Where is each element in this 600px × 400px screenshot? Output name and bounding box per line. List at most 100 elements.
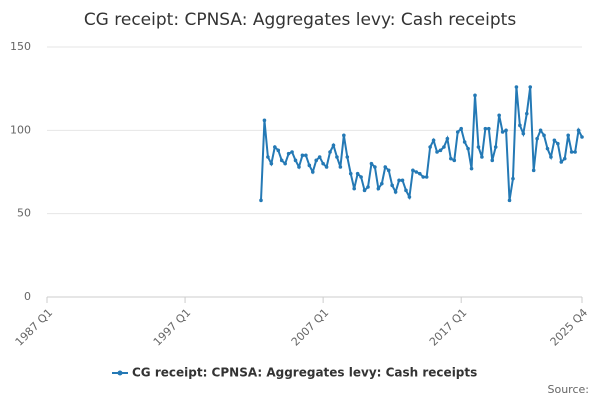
point xyxy=(397,178,401,183)
point xyxy=(452,158,457,163)
point xyxy=(386,168,391,173)
point xyxy=(438,148,443,153)
point xyxy=(369,161,374,166)
point xyxy=(380,181,384,186)
point xyxy=(300,153,305,158)
point xyxy=(393,190,398,194)
point xyxy=(480,155,484,159)
point xyxy=(542,133,546,138)
point xyxy=(476,145,481,149)
x-tick-label: 2007 Q1 xyxy=(289,306,332,349)
point xyxy=(324,165,329,169)
point xyxy=(376,186,381,191)
point xyxy=(273,145,277,149)
point xyxy=(449,156,453,161)
point xyxy=(355,171,360,176)
point xyxy=(528,85,533,89)
point xyxy=(407,195,412,199)
point xyxy=(414,170,419,174)
point xyxy=(304,153,308,158)
point xyxy=(359,175,363,179)
point xyxy=(293,158,298,163)
point xyxy=(490,158,495,163)
point xyxy=(335,155,339,159)
point xyxy=(383,165,388,169)
point xyxy=(552,138,557,143)
source: Source: xyxy=(548,383,590,396)
point xyxy=(400,178,405,183)
point xyxy=(566,133,570,138)
point xyxy=(473,93,477,98)
y-tick-label: 100 xyxy=(10,123,31,136)
point xyxy=(556,141,560,146)
point xyxy=(521,131,526,136)
point xyxy=(424,175,429,179)
x-tick-label: 1997 Q1 xyxy=(151,306,194,349)
point xyxy=(524,111,529,116)
point xyxy=(276,148,281,153)
point xyxy=(559,160,564,164)
point xyxy=(580,135,584,139)
point xyxy=(348,171,353,176)
point xyxy=(404,188,408,193)
point xyxy=(417,171,422,176)
point xyxy=(269,161,274,166)
point xyxy=(487,126,491,131)
point xyxy=(466,146,470,151)
point xyxy=(286,151,291,156)
point xyxy=(290,150,294,154)
point xyxy=(493,145,498,149)
legend-label: CG receipt: CPNSA: Aggregates levy: Cash… xyxy=(132,366,477,380)
point xyxy=(428,145,432,149)
point xyxy=(259,198,263,203)
point xyxy=(569,150,574,154)
point xyxy=(345,155,350,159)
y-tick-label: 150 xyxy=(10,40,31,53)
point xyxy=(459,126,463,131)
point xyxy=(310,170,315,174)
point xyxy=(307,163,312,168)
point xyxy=(455,130,460,134)
point xyxy=(314,158,319,163)
point xyxy=(342,133,346,138)
point xyxy=(321,161,325,166)
point xyxy=(352,186,356,191)
point xyxy=(442,145,446,149)
point xyxy=(283,161,287,166)
point xyxy=(328,150,332,154)
point xyxy=(297,165,301,169)
point xyxy=(535,136,539,141)
point xyxy=(317,155,322,159)
point xyxy=(373,165,377,169)
point xyxy=(549,155,553,159)
point xyxy=(504,128,508,133)
y-tick-label: 50 xyxy=(17,207,31,220)
point xyxy=(431,138,436,143)
point xyxy=(462,140,467,144)
point xyxy=(390,183,394,188)
point xyxy=(514,85,519,89)
point xyxy=(483,126,488,131)
x-tick-label: 1987 Q1 xyxy=(13,306,56,349)
point xyxy=(435,150,439,154)
point xyxy=(545,146,550,151)
point xyxy=(366,185,370,189)
legend-marker xyxy=(117,370,123,376)
point xyxy=(469,166,474,171)
point xyxy=(538,128,543,133)
point xyxy=(445,136,450,141)
point xyxy=(573,150,577,154)
point xyxy=(511,176,515,181)
point xyxy=(576,128,581,133)
point xyxy=(262,118,267,123)
x-tick-label: 2025 Q4 xyxy=(548,306,591,349)
point xyxy=(266,155,270,159)
point xyxy=(497,113,501,118)
chart-title: CG receipt: CPNSA: Aggregates levy: Cash… xyxy=(84,10,517,30)
point xyxy=(421,175,426,179)
point xyxy=(331,143,336,148)
point xyxy=(500,130,505,134)
point xyxy=(507,198,512,203)
point xyxy=(279,158,284,163)
